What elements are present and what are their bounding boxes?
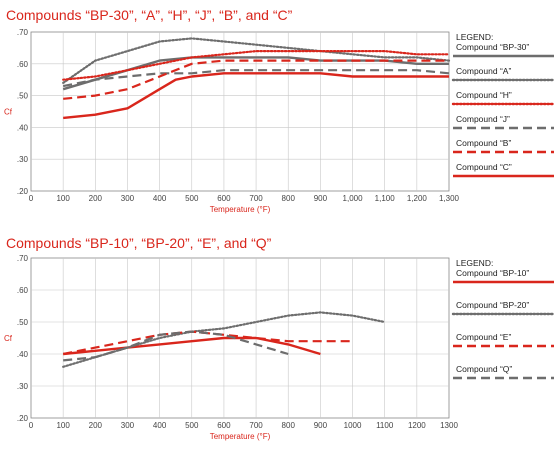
chart-1-title: Compounds “BP-30”, “A”, “H”, “J”, “B”, a… [6,7,293,23]
x-axis-label: Temperature (°F) [210,432,271,441]
series-line-2 [62,37,451,85]
x-tick-label: 500 [185,421,199,430]
x-tick-label: 1100 [376,421,394,430]
x-tick-label: 100 [56,421,70,430]
y-tick-label: .70 [17,28,29,37]
legend-entry-label: Compound “C” [456,162,512,172]
legend-entry-label: Compound “BP-20” [456,300,529,310]
x-tick-label: 0 [29,194,34,203]
series-line-4 [62,69,450,88]
x-tick-label: 1000 [344,421,362,430]
y-tick-label: .30 [17,382,29,391]
x-tick-label: 0 [29,421,34,430]
x-tick-label: 1,200 [407,194,428,203]
x-tick-label: 500 [185,194,199,203]
series-line-6 [63,72,449,120]
x-tick-label: 1200 [408,421,426,430]
x-tick-label: 800 [282,421,296,430]
legend-entry-label: Compound “Q” [456,364,512,374]
x-tick-label: 1,300 [439,194,460,203]
series-line-1 [63,336,321,356]
x-tick-label: 300 [121,194,135,203]
series-line-3 [62,49,451,81]
plot-frame [30,31,450,192]
y-tick-label: .20 [17,187,29,196]
series-line-4 [63,330,289,362]
legend-entry-label: Compound “E” [456,332,511,342]
legend-entry-label: Compound “A” [456,66,511,76]
y-tick-label: .20 [17,414,29,423]
legend: LEGEND:Compound “BP-10” Compound “BP-20” C… [451,258,556,380]
legend: LEGEND:Compound “BP-30” Compound “A” Compo… [451,32,556,178]
y-tick-label: .30 [17,155,29,164]
chart-2-title: Compounds “BP-10”, “BP-20”, “E”, and “Q” [6,235,272,251]
legend-title: LEGEND: [456,32,493,42]
y-tick-label: .70 [17,254,29,263]
x-tick-label: 1300 [440,421,458,430]
x-tick-label: 900 [314,194,328,203]
y-axis-label: Cf [4,108,13,117]
chart-2: 0 100 200 300 400 500 600 700 800 900 1000 1100 1200… [4,254,556,441]
x-tick-label: 800 [282,194,296,203]
y-tick-label: .60 [17,60,29,69]
legend-entry-label: Compound “H” [456,90,512,100]
x-tick-label: 200 [89,194,103,203]
x-tick-label: 600 [217,421,231,430]
legend-entry-label: Compound “BP-30” [456,42,529,52]
x-tick-label: 400 [153,194,167,203]
y-axis-label: Cf [4,334,13,343]
x-tick-label: 700 [249,421,263,430]
y-tick-label: .40 [17,123,29,132]
legend-entry-label: Compound “BP-10” [456,268,529,278]
x-tick-label: 200 [89,421,103,430]
legend-title: LEGEND: [456,258,493,268]
x-tick-label: 1,100 [375,194,396,203]
chart-1: 0 100 200 300 400 500 600 700 800 900 1,000 1,100 1,… [4,28,556,214]
x-tick-label: 700 [249,194,263,203]
x-tick-label: 600 [217,194,231,203]
x-tick-label: 900 [314,421,328,430]
series-line-5 [63,59,449,100]
legend-entry-label: Compound “J” [456,114,510,124]
x-tick-label: 400 [153,421,167,430]
x-tick-label: 300 [121,421,135,430]
y-tick-label: .60 [17,286,29,295]
legend-entry-label: Compound “B” [456,138,511,148]
y-tick-label: .50 [17,92,29,101]
x-axis-label: Temperature (°F) [210,205,271,214]
plot-frame [30,257,450,419]
x-tick-label: 1,000 [343,194,364,203]
x-tick-label: 100 [56,194,70,203]
y-tick-label: .50 [17,318,29,327]
series-line-2 [62,311,386,368]
y-tick-label: .40 [17,350,29,359]
